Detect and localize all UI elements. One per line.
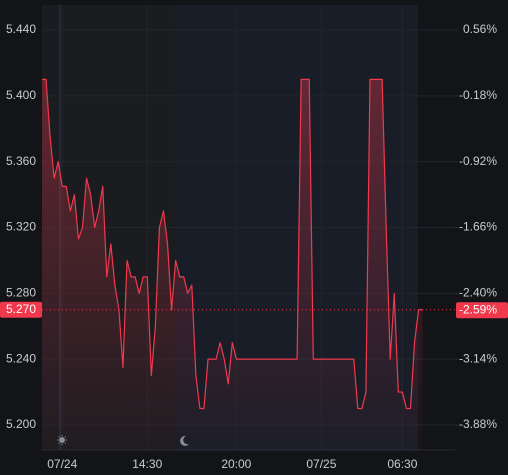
y2-tick-label: -2.40% — [459, 286, 497, 300]
y-tick-label: 5.360 — [6, 154, 36, 168]
last-change-badge — [456, 302, 508, 319]
last-price-label: 5.270 — [6, 302, 36, 316]
y2-tick-label: -1.66% — [459, 220, 497, 234]
y-tick-label: 5.240 — [6, 351, 36, 365]
price-line — [42, 78, 423, 410]
last-change-label: -2.59% — [459, 302, 497, 316]
y-tick-label: 5.400 — [6, 88, 36, 102]
moon-icon — [180, 435, 189, 446]
x-tick-label: 14:30 — [132, 457, 162, 471]
x-tick-label: 06:30 — [387, 457, 417, 471]
y-tick-label: 5.440 — [6, 22, 36, 36]
x-tick-label: 20:00 — [221, 457, 251, 471]
y2-tick-label: -3.14% — [459, 351, 497, 365]
y2-tick-label: -3.88% — [459, 417, 497, 431]
y-tick-label: 5.280 — [6, 286, 36, 300]
x-tick-label: 07/25 — [306, 457, 336, 471]
last-price-badge — [0, 301, 42, 318]
price-area — [42, 79, 423, 450]
y2-tick-label: -0.92% — [459, 154, 497, 168]
x-tick-label: 07/24 — [47, 457, 77, 471]
sun-icon — [57, 435, 67, 445]
labels: 5.440 5.400 5.360 5.320 5.280 5.240 5.200 0.56%… — [0, 22, 508, 471]
y-tick-label: 5.320 — [6, 220, 36, 234]
y-tick-label: 5.200 — [6, 417, 36, 431]
plot — [42, 78, 455, 450]
y2-tick-label: 0.56% — [463, 22, 497, 36]
y2-tick-label: -0.18% — [459, 88, 497, 102]
